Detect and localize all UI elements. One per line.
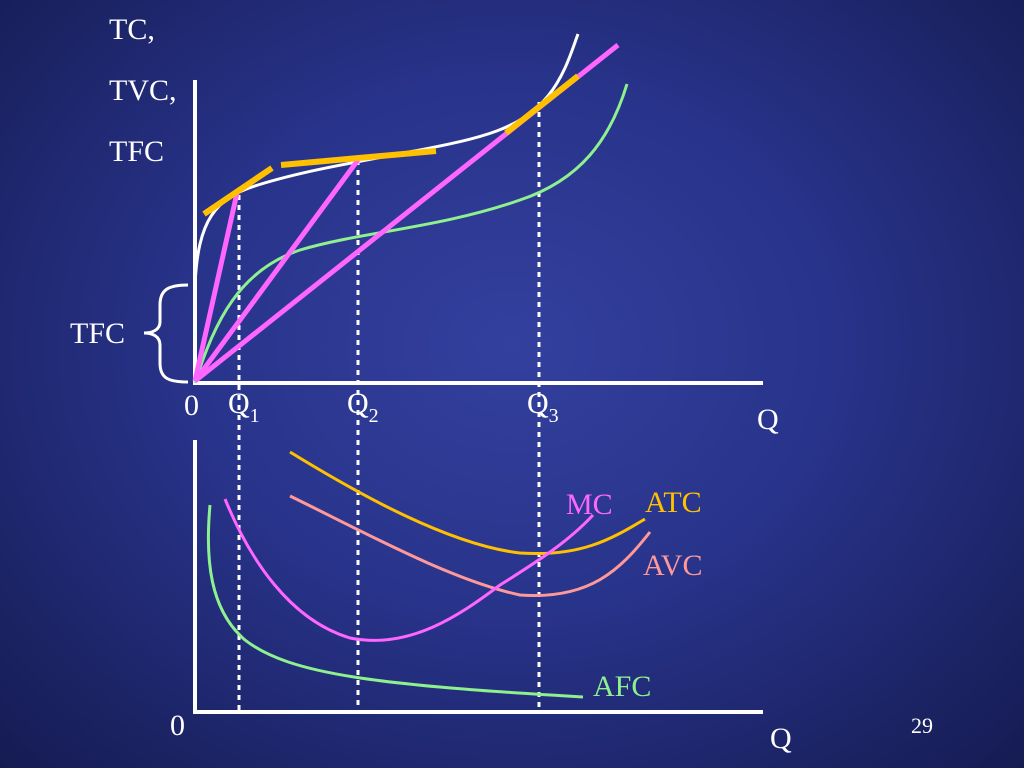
bottom-x-label: Q [770,722,792,755]
afc-label: AFC [593,670,651,703]
ray-to-q1 [192,192,240,382]
ray-to-q2 [192,158,361,383]
q2-label: Q2 [347,387,379,427]
q3-label: Q3 [527,387,559,427]
page-number: 29 [911,713,933,738]
tc-curve [193,33,580,286]
mc-curve [223,498,595,642]
q1-label: Q1 [228,387,260,427]
avc-label: AVC [643,549,702,582]
y-label-line-3: TFC [109,135,164,168]
tfc-bracket-label: TFC [70,317,125,350]
atc-label: ATC [645,486,702,519]
tangent-at-q1 [202,165,274,217]
mc-label: MC [566,488,613,521]
afc-curve [206,504,584,699]
tvc-curve [193,83,629,384]
bottom-origin-label: 0 [170,709,185,742]
y-label-line-1: TC, [109,13,155,46]
top-x-label: Q [757,403,779,436]
atc-curve [289,450,646,556]
tangent-at-q2 [280,148,437,168]
y-label-line-2: TVC, [109,74,177,107]
avc-curve [289,494,652,598]
tfc-brace [143,283,189,384]
top-origin-label: 0 [184,389,199,422]
tangent-at-q3 [504,73,580,136]
